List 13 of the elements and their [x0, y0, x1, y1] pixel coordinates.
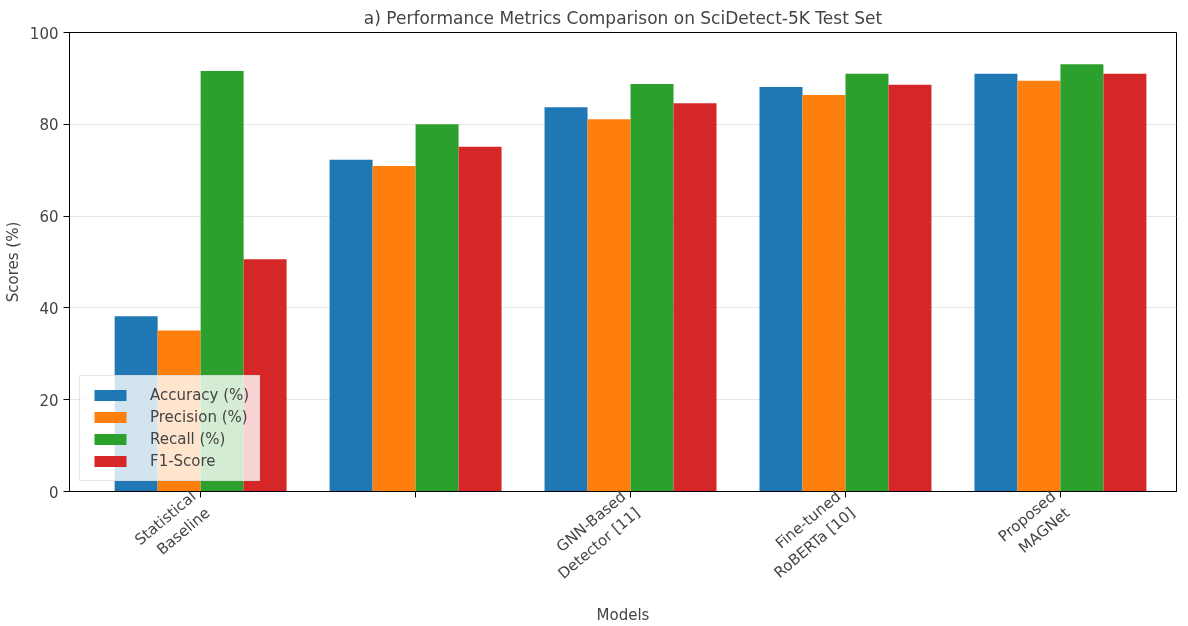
y-axis-title: Scores (%)	[3, 221, 22, 303]
legend-label: Recall (%)	[150, 430, 226, 448]
y-tick-label: 80	[39, 116, 59, 135]
y-tick-label: 0	[48, 483, 59, 502]
y-tick-label: 100	[29, 24, 59, 43]
y-tick-label: 20	[39, 391, 59, 410]
y-tick-label: 60	[39, 208, 59, 227]
y-tick-label: 40	[39, 299, 59, 318]
chart-title: a) Performance Metrics Comparison on SciDetect-5K Test Set	[363, 7, 883, 28]
legend-label: Precision (%)	[150, 408, 248, 426]
x-axis-title: Models	[596, 605, 650, 624]
legend-label: F1-Score	[150, 452, 216, 470]
legend-label: Accuracy (%)	[150, 386, 250, 404]
